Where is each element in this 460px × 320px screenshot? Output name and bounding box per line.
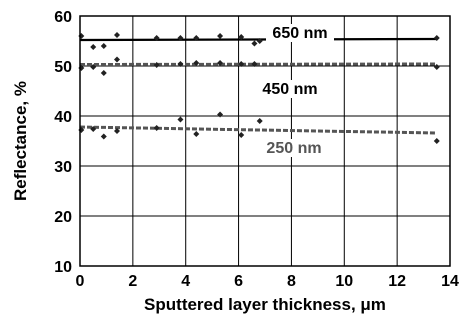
data-point [433, 138, 440, 144]
trend-line-2 [79, 125, 437, 135]
x-tick-label: 12 [388, 273, 406, 290]
data-point [238, 61, 245, 67]
data-point [177, 35, 184, 41]
data-point [114, 32, 120, 38]
plot-frame [79, 15, 451, 267]
series-labels: 650 nm 450 nm 250 nm [256, 24, 334, 157]
data-point [114, 128, 120, 134]
y-tick-label: 50 [54, 59, 72, 76]
x-tick-label: 10 [335, 273, 353, 290]
series-label-bg [260, 139, 328, 157]
data-point [100, 133, 107, 140]
x-tick-label: 14 [441, 273, 459, 290]
y-tick-label: 30 [54, 159, 72, 176]
x-axis-title: Sputtered layer thickness, μm [144, 295, 386, 314]
data-point [177, 61, 184, 67]
x-tick-label: 0 [76, 273, 85, 290]
data-point [238, 34, 245, 40]
data-point [90, 44, 97, 50]
data-point [433, 64, 440, 70]
y-tick-label: 10 [54, 259, 72, 276]
series-label-bg [256, 80, 324, 98]
data-point [217, 111, 224, 118]
data-point [256, 38, 263, 44]
data-point [100, 43, 107, 49]
data-point [433, 35, 440, 41]
data-point [217, 60, 224, 66]
series-label-1: 450 nm [262, 81, 317, 98]
series-label-bg [266, 24, 334, 42]
x-tick-label: 6 [234, 273, 243, 290]
data-point [78, 33, 85, 39]
x-tick-label: 2 [128, 273, 137, 290]
data-point [251, 61, 258, 67]
data-point [177, 116, 184, 123]
data-point [153, 62, 160, 68]
data-point [90, 64, 97, 70]
y-tick-labels: 10 20 30 40 50 60 [54, 9, 72, 276]
y-axis-title: Reflectance, % [11, 81, 30, 201]
x-tick-labels: 0 2 4 6 8 10 12 14 [76, 273, 459, 290]
series-label-0: 650 nm [272, 25, 327, 42]
data-point [153, 125, 160, 131]
data-point [193, 60, 200, 66]
grid [80, 16, 450, 266]
data-point [114, 56, 120, 63]
data-point [251, 40, 258, 47]
x-tick-label: 4 [181, 273, 190, 290]
data-point [238, 132, 245, 138]
y-tick-label: 60 [54, 9, 72, 26]
y-tick-label: 20 [54, 209, 72, 226]
data-point [153, 35, 160, 41]
data-point [193, 131, 200, 137]
data-point [90, 126, 97, 132]
series-label-2: 250 nm [266, 140, 321, 157]
data-point [193, 35, 200, 41]
data-point [100, 70, 107, 76]
data-point [217, 33, 224, 39]
trend-line-1 [79, 62, 437, 66]
x-tick-label: 8 [287, 273, 296, 290]
data-point [256, 118, 263, 124]
y-tick-label: 40 [54, 109, 72, 126]
